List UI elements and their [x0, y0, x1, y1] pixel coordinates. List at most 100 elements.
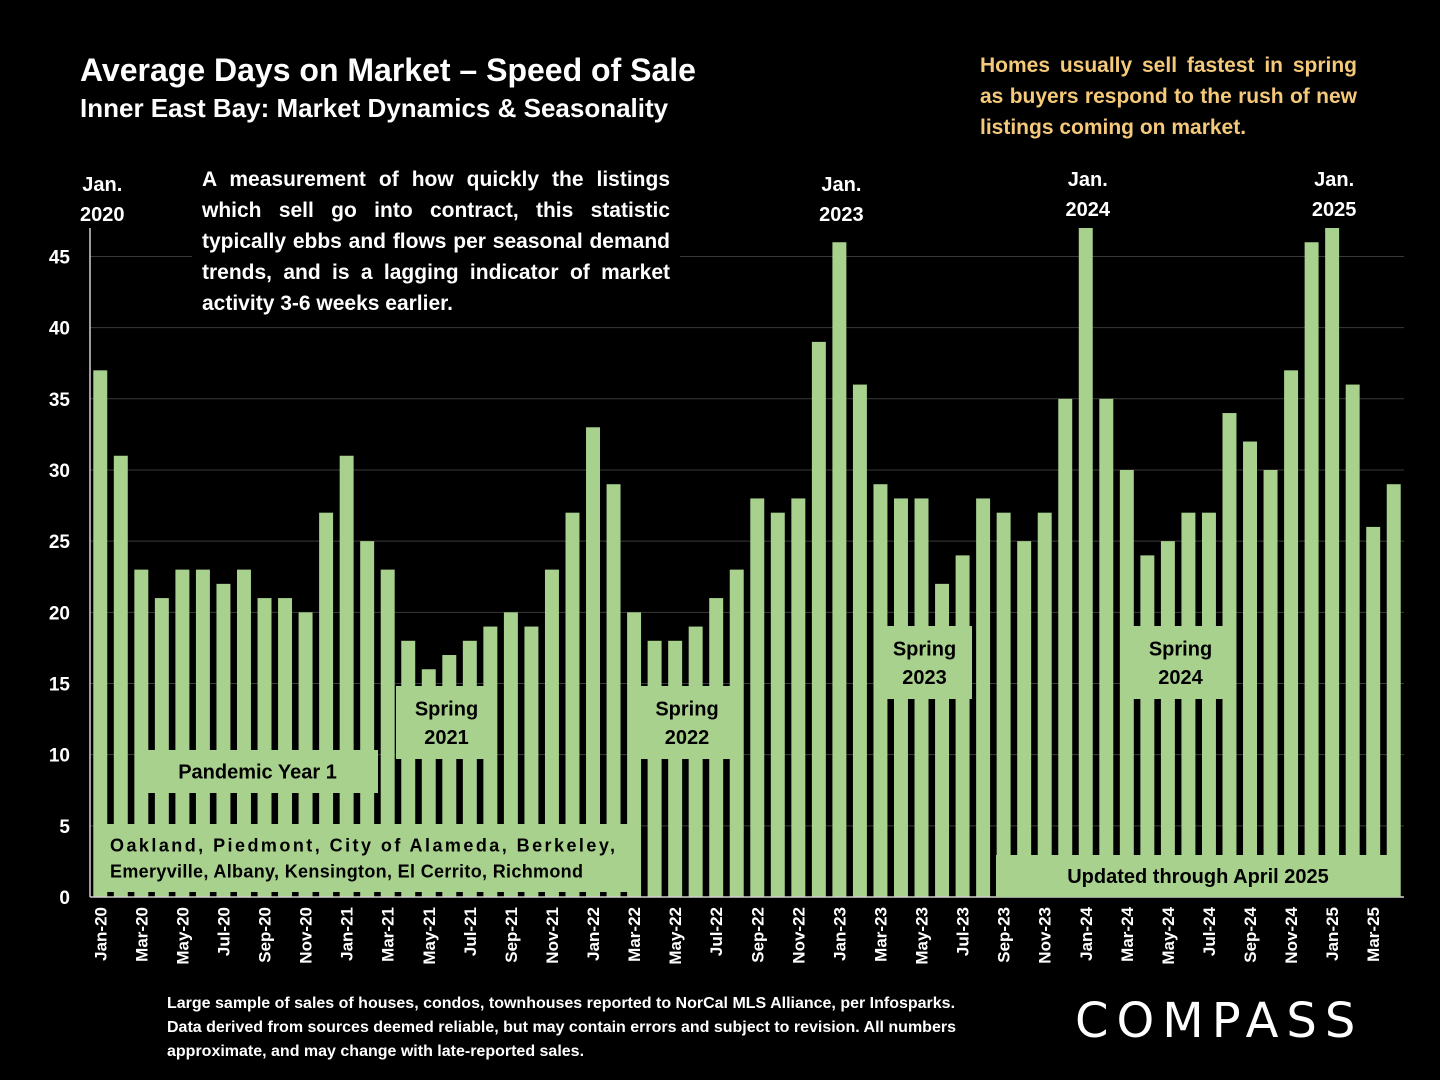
x-tick-label: Mar-22 — [625, 907, 644, 962]
y-tick-label: 10 — [49, 746, 70, 767]
x-tick-label: May-23 — [913, 907, 932, 965]
bar-feb-24 — [1099, 398, 1114, 897]
year-label: 2020 — [80, 204, 125, 226]
bar-oct-20 — [278, 598, 293, 897]
y-tick-label: 45 — [49, 247, 71, 268]
bar-feb-21 — [360, 541, 375, 897]
x-tick-label: Nov-22 — [789, 907, 808, 964]
bar-dec-21 — [565, 512, 580, 897]
x-tick-label: Jan-24 — [1077, 906, 1096, 960]
source-footnote: Large sample of sales of houses, condos,… — [167, 995, 956, 1060]
x-tick-label: Nov-24 — [1282, 906, 1301, 963]
bar-dec-20 — [319, 512, 334, 897]
spring-2023-label: Spring 2023 — [877, 626, 972, 699]
x-tick-label: Jul-23 — [954, 907, 973, 956]
x-tick-label: May-20 — [173, 907, 192, 965]
spring-2024-label: Spring 2024 — [1132, 626, 1229, 699]
pandemic-year-label-box — [137, 750, 378, 793]
year-label: 2024 — [1066, 199, 1111, 221]
seasonality-callout: Homes usually sell fastest in spring as … — [980, 54, 1357, 139]
updated-label-text: Updated through April 2025 — [1067, 866, 1329, 888]
bar-feb-23 — [852, 384, 867, 897]
bar-nov-23 — [1037, 512, 1052, 897]
bar-jun-24 — [1181, 512, 1196, 897]
bar-may-22 — [668, 640, 683, 897]
cities-label: Oakland, Piedmont, City of Alameda, Berk… — [96, 824, 629, 892]
bar-oct-22 — [770, 512, 785, 897]
bar-jan-24 — [1078, 228, 1093, 897]
year-label: 2025 — [1312, 199, 1357, 221]
spring-2022-label-text: 2022 — [665, 727, 710, 749]
spring-2023-label-text: 2023 — [902, 667, 947, 689]
bar-jul-20 — [216, 583, 231, 897]
bar-nov-22 — [791, 498, 806, 897]
spring-2024-label-text: 2024 — [1158, 667, 1203, 689]
bar-aug-24 — [1222, 413, 1237, 897]
chart-subtitle: Inner East Bay: Market Dynamics & Season… — [80, 93, 669, 123]
cities-label-box — [96, 824, 629, 892]
bar-may-20 — [175, 569, 190, 897]
bar-nov-21 — [544, 569, 559, 897]
bar-apr-20 — [154, 598, 169, 897]
bar-may-24 — [1160, 541, 1175, 897]
bar-jul-24 — [1201, 512, 1216, 897]
year-label: 2023 — [819, 204, 864, 226]
pandemic-year-label: Pandemic Year 1 — [137, 750, 378, 793]
x-tick-label: Jul-22 — [707, 907, 726, 956]
spring-2024-label-text: Spring — [1149, 639, 1212, 661]
y-tick-label: 35 — [49, 390, 71, 411]
x-tick-label: Sep-23 — [995, 907, 1014, 963]
year-label: Jan. — [821, 174, 861, 196]
bar-mar-20 — [134, 569, 149, 897]
y-tick-label: 40 — [49, 319, 70, 340]
x-tick-label: Sep-22 — [748, 907, 767, 963]
x-tick-label: Jul-21 — [461, 907, 480, 956]
cities-label-text: Emeryville, Albany, Kensington, El Cerri… — [110, 861, 583, 881]
annotations: Pandemic Year 1Spring2021Spring2022Sprin… — [96, 626, 1400, 897]
spring-2022-label-text: Spring — [655, 699, 718, 721]
year-label: Jan. — [82, 174, 122, 196]
x-tick-label: Sep-24 — [1241, 906, 1260, 962]
bar-jun-20 — [195, 569, 210, 897]
x-tick-label: Mar-25 — [1364, 907, 1383, 962]
spring-2022-label-box — [633, 686, 741, 759]
y-tick-label: 25 — [49, 532, 71, 553]
bar-sep-22 — [750, 498, 765, 897]
x-tick-label: Jul-20 — [214, 907, 233, 956]
x-tick-label: May-21 — [420, 907, 439, 965]
x-tick-label: Sep-21 — [502, 907, 521, 963]
x-tick-label: Mar-24 — [1118, 906, 1137, 961]
bar-sep-24 — [1243, 441, 1257, 897]
bar-feb-25 — [1345, 384, 1360, 897]
x-tick-label: Sep-20 — [256, 907, 275, 963]
bar-oct-23 — [1017, 541, 1032, 897]
compass-logo: COMPASS — [1075, 993, 1364, 1049]
chart-title: Average Days on Market – Speed of Sale — [80, 52, 696, 88]
bar-apr-25 — [1386, 484, 1401, 897]
x-tick-label: Nov-21 — [543, 907, 562, 964]
updated-label-box — [996, 855, 1400, 897]
x-tick-label: Jul-24 — [1200, 906, 1219, 956]
bar-jan-25 — [1325, 228, 1340, 897]
x-tick-label: Jan-23 — [830, 907, 849, 961]
bar-oct-24 — [1263, 469, 1278, 897]
y-tick-label: 5 — [59, 817, 70, 838]
y-tick-label: 0 — [59, 888, 70, 909]
bars — [93, 228, 1401, 898]
bar-sep-20 — [257, 598, 272, 897]
year-label: Jan. — [1068, 169, 1108, 191]
y-axis-ticks: 0 5 10 15 20 25 30 35 40 45 — [49, 247, 71, 909]
x-axis-ticks: Jan-20 Mar-20 May-20 Jul-20 Sep-20 Nov-20 Jan-… — [91, 906, 1383, 964]
x-tick-label: Jan-21 — [338, 907, 357, 961]
bar-dec-24 — [1304, 242, 1319, 898]
spring-2021-label-box — [396, 686, 497, 759]
x-tick-label: Jan-20 — [91, 907, 110, 961]
x-tick-label: Jan-22 — [584, 907, 603, 961]
year-label: Jan. — [1314, 169, 1354, 191]
bar-nov-24 — [1284, 370, 1299, 897]
x-tick-label: Jan-25 — [1323, 907, 1342, 961]
x-tick-label: May-22 — [666, 907, 685, 965]
y-tick-label: 30 — [49, 461, 70, 482]
y-tick-label: 15 — [49, 674, 71, 695]
